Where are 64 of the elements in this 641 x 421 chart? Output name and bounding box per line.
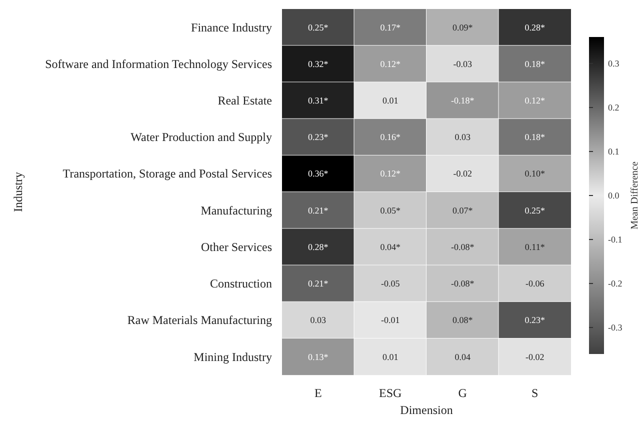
data-label: 0.11* — [524, 242, 546, 252]
data-label: -0.03 — [453, 58, 472, 69]
data-label: 0.16* — [380, 132, 401, 142]
x-tick-label: ESG — [379, 386, 402, 400]
data-label: 0.25* — [308, 22, 329, 32]
data-label: 0.31* — [308, 96, 329, 106]
data-label: 0.04* — [380, 242, 401, 252]
data-label: 0.01 — [382, 96, 398, 106]
color-bar-label: -0.3 — [608, 322, 623, 333]
data-label: 0.12* — [524, 96, 546, 106]
data-label: -0.02 — [453, 168, 472, 179]
y-tick-label: Software and Information Technology Services — [45, 56, 272, 71]
x-axis-title: Dimension — [400, 403, 453, 417]
y-tick-label: Mining Industry — [194, 350, 272, 364]
data-label: 0.28* — [308, 242, 329, 252]
y-tick-label: Water Production and Supply — [130, 130, 272, 144]
y-tick-label: Other Services — [201, 240, 272, 254]
data-label: 0.03 — [310, 315, 326, 326]
data-label: 0.10* — [524, 168, 546, 179]
data-label: 0.17* — [380, 22, 401, 32]
data-label: 0.36* — [308, 168, 329, 179]
color-bar-label: -0.1 — [608, 234, 622, 245]
data-label: 0.07* — [452, 205, 474, 216]
data-label: 0.18* — [524, 132, 546, 142]
color-bar-title: Mean Difference — [630, 161, 640, 230]
data-label: 0.23* — [308, 132, 329, 142]
color-bar-label: 0.0 — [608, 190, 620, 200]
data-label: 0.12* — [380, 58, 401, 69]
y-tick-label: Transportation, Storage and Postal Services — [62, 166, 272, 181]
data-label: -0.02 — [526, 352, 544, 362]
data-label: 0.05* — [380, 205, 401, 216]
data-label: 0.12* — [380, 168, 401, 179]
data-label: 0.32* — [308, 58, 329, 69]
data-label: -0.08* — [451, 242, 475, 252]
data-label: 0.21* — [308, 278, 329, 289]
y-tick-label: Finance Industry — [191, 20, 272, 34]
data-label: 0.08* — [452, 315, 474, 326]
color-bar-label: -0.2 — [608, 278, 622, 289]
data-label: 0.04 — [454, 352, 471, 362]
x-tick-label: G — [458, 386, 468, 400]
y-tick-label: Manufacturing — [200, 203, 272, 218]
y-tick-label: Real Estate — [218, 94, 272, 108]
data-label: -0.01 — [381, 315, 400, 326]
data-label: -0.06 — [526, 278, 545, 289]
data-label: -0.05 — [381, 278, 400, 289]
data-label: -0.18* — [451, 96, 475, 106]
data-label: 0.25* — [524, 205, 546, 216]
y-tick-label: Construction — [210, 276, 272, 291]
data-label: -0.08* — [451, 278, 475, 289]
data-label: 0.28* — [524, 22, 546, 32]
color-bar-label: 0.2 — [608, 102, 620, 112]
color-bar-label: 0.3 — [608, 58, 620, 68]
y-tick-label: Raw Materials Manufacturing — [127, 313, 272, 328]
y-axis-title: Industry — [11, 172, 25, 212]
data-label: 0.21* — [308, 205, 329, 216]
data-label: 0.13* — [308, 352, 329, 362]
data-label: 0.01 — [382, 352, 398, 362]
x-tick-label: S — [532, 386, 538, 400]
color-bar-label: 0.1 — [608, 146, 620, 156]
x-tick-label: E — [314, 386, 322, 400]
data-label: 0.18* — [524, 58, 546, 69]
data-label: 0.09* — [452, 22, 474, 32]
data-label: 0.03 — [454, 132, 471, 142]
data-label: 0.23* — [524, 315, 546, 326]
